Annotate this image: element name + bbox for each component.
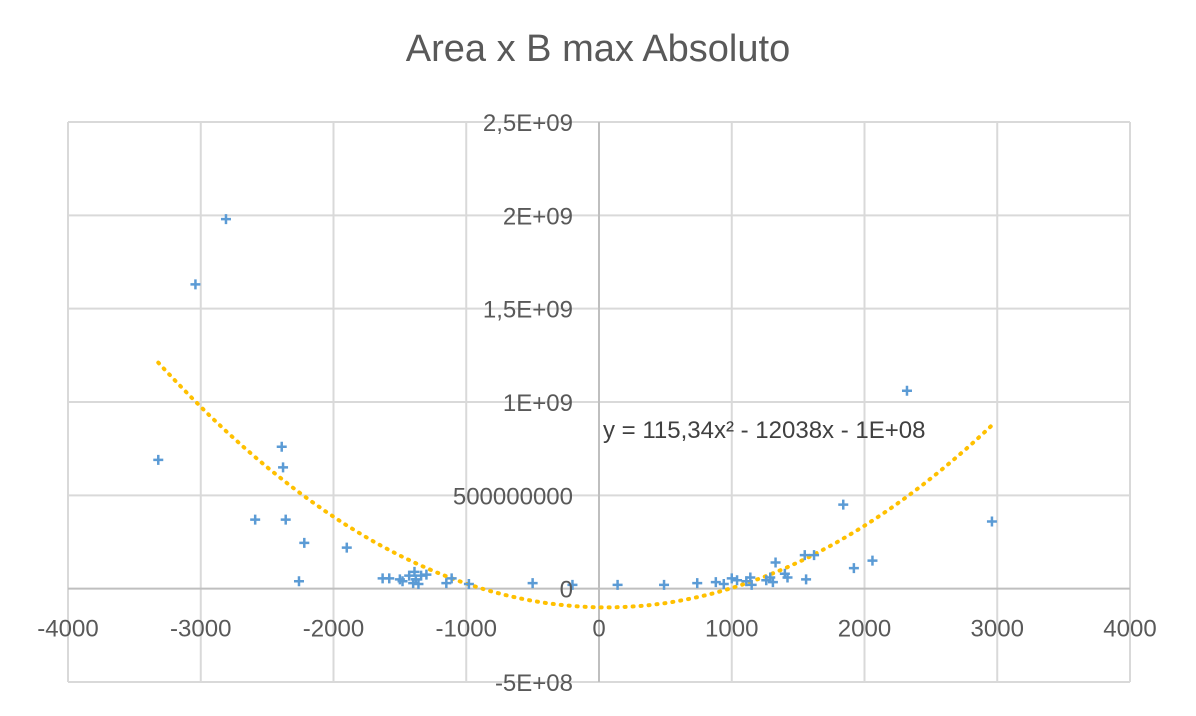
- data-point: [767, 577, 778, 588]
- data-point: [770, 557, 781, 568]
- x-tick-label: 0: [592, 616, 605, 643]
- x-tick-label: -3000: [170, 616, 231, 643]
- data-point: [838, 499, 849, 510]
- trendline-curve: [156, 360, 994, 610]
- data-point: [612, 579, 623, 590]
- data-point: [527, 578, 538, 589]
- data-point: [299, 537, 310, 548]
- data-point: [250, 514, 261, 525]
- x-tick-label: 1000: [705, 616, 758, 643]
- y-tick-label: -5E+08: [495, 670, 573, 697]
- data-point: [901, 385, 912, 396]
- data-point: [782, 572, 793, 583]
- data-point: [278, 462, 289, 473]
- y-tick-label: 1E+09: [503, 390, 573, 417]
- data-point: [799, 550, 810, 561]
- data-points: [153, 214, 997, 590]
- data-point: [220, 214, 231, 225]
- data-point: [190, 279, 201, 290]
- data-point: [421, 569, 432, 580]
- data-point: [153, 454, 164, 465]
- x-tick-label: 4000: [1103, 616, 1156, 643]
- data-point: [463, 579, 474, 589]
- data-point: [397, 576, 408, 587]
- data-point: [341, 542, 352, 553]
- data-point: [867, 555, 878, 566]
- tick-labels: -4000 -3000 -2000 -1000 0 1000 2000 3000 4000 -5E…: [37, 110, 1156, 697]
- y-tick-label: 2E+09: [503, 203, 573, 230]
- data-point: [726, 573, 737, 584]
- data-point: [280, 514, 291, 525]
- y-tick-label: 500000000: [453, 483, 573, 510]
- data-point: [986, 516, 997, 527]
- data-point: [848, 563, 859, 574]
- axes: [68, 122, 1130, 682]
- data-point: [710, 577, 721, 588]
- data-point: [692, 578, 703, 589]
- data-point: [809, 550, 820, 561]
- data-point: [293, 576, 304, 587]
- x-tick-label: -2000: [303, 616, 364, 643]
- data-point: [446, 573, 457, 584]
- data-point: [801, 574, 812, 585]
- trendline-equation: y = 115,34x² - 12038x - 1E+08: [603, 417, 925, 444]
- data-point: [567, 579, 578, 590]
- x-tick-label: 2000: [838, 616, 891, 643]
- chart-title: Area x B max Absoluto: [405, 28, 791, 70]
- data-point: [276, 441, 287, 452]
- x-tick-label: -4000: [37, 616, 98, 643]
- data-point: [746, 579, 757, 590]
- x-tick-label: -1000: [436, 616, 497, 643]
- data-point: [441, 578, 452, 589]
- data-point: [384, 573, 395, 584]
- x-tick-label: 3000: [971, 616, 1024, 643]
- trendline: [156, 360, 994, 610]
- data-point: [718, 579, 729, 589]
- y-tick-label: 2,5E+09: [483, 110, 573, 137]
- y-tick-label: 0: [560, 577, 573, 604]
- data-point: [732, 575, 743, 586]
- data-point: [413, 579, 424, 589]
- data-point: [404, 570, 415, 581]
- data-point: [745, 572, 756, 583]
- data-point: [409, 566, 420, 577]
- y-tick-label: 1,5E+09: [483, 297, 573, 324]
- data-point: [659, 579, 670, 590]
